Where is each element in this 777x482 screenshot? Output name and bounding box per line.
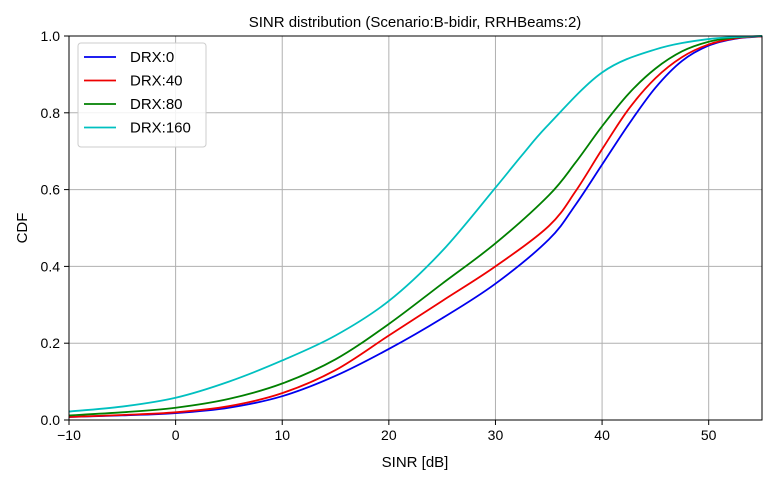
y-tick-label: 0.0: [41, 412, 61, 428]
x-tick-label: 50: [701, 427, 717, 443]
legend-label: DRX:160: [130, 120, 191, 137]
x-axis-label: SINR [dB]: [382, 454, 449, 471]
y-tick-label: 0.4: [41, 258, 61, 274]
series-line-drx-0: [68, 35, 763, 418]
x-tick-label: 0: [172, 427, 180, 443]
y-tick-label: 0.8: [41, 105, 61, 121]
y-axis-label: CDF: [14, 213, 31, 244]
legend-box: [77, 42, 207, 148]
plot-frame: [68, 35, 763, 421]
y-tick-label: 0.6: [41, 182, 61, 198]
series-layer: [68, 35, 763, 418]
x-tick-label: 10: [274, 427, 290, 443]
series-line-drx-160: [68, 35, 763, 413]
legend-label: DRX:80: [130, 96, 183, 113]
y-axis-ticks: 0.0 0.2 0.4 0.6 0.8 1.0: [41, 28, 69, 428]
y-tick-label: 0.2: [41, 335, 61, 351]
legend: DRX:0 DRX:40 DRX:80 DRX:160: [77, 42, 207, 148]
x-tick-label: 30: [488, 427, 504, 443]
chart-title: SINR distribution (Scenario:B-bidir, RRH…: [249, 14, 582, 31]
x-tick-label: 20: [381, 427, 397, 443]
legend-label: DRX:40: [130, 73, 183, 90]
x-tick-label: −10: [57, 427, 81, 443]
x-tick-label: 40: [594, 427, 610, 443]
y-tick-label: 1.0: [41, 28, 61, 44]
legend-label: DRX:0: [130, 49, 174, 66]
series-line-drx-80: [68, 35, 763, 417]
x-axis-ticks: −10 0 10 20 30 40 50: [57, 420, 717, 443]
series-line-drx-40: [68, 35, 763, 418]
